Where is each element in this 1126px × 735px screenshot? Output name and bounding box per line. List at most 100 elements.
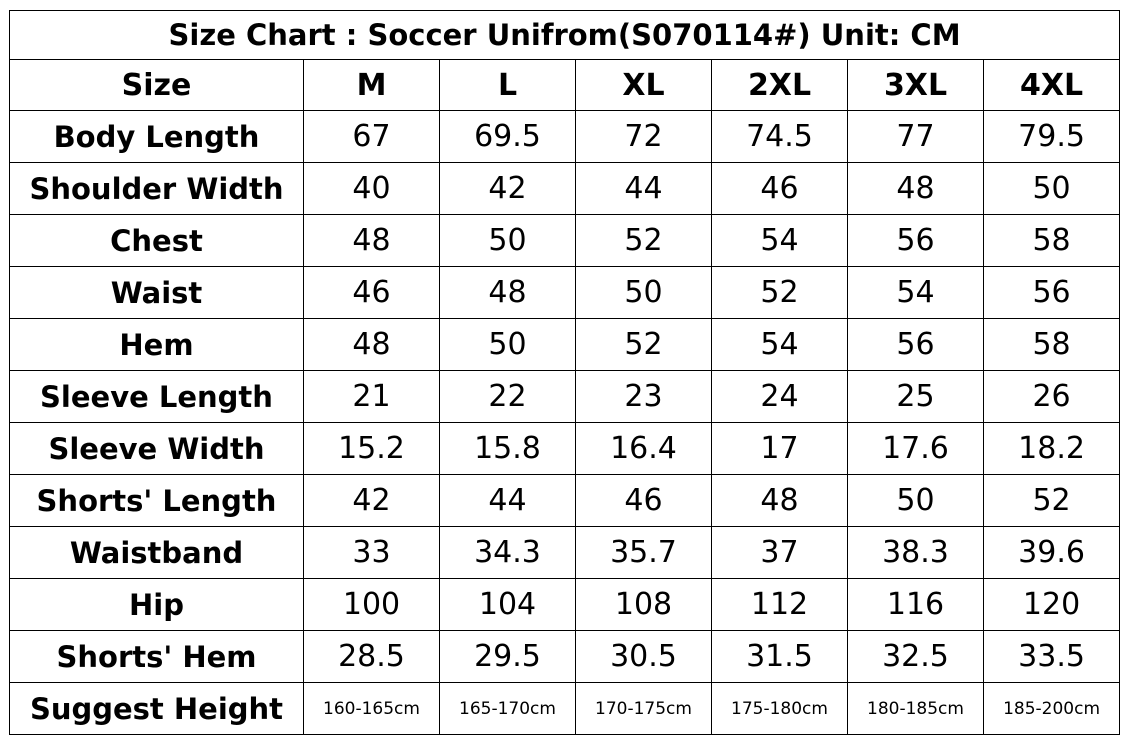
title-row: Size Chart : Soccer Unifrom(S070114#) Un…: [8, 10, 1121, 60]
table-cell: 74.5: [711, 110, 848, 163]
table-cell: 54: [711, 214, 848, 267]
size-header: 4XL: [982, 59, 1121, 111]
table-cell: 56: [982, 266, 1121, 319]
table-cell: 15.8: [439, 422, 576, 475]
table-cell: 58: [982, 214, 1121, 267]
table-cell: 17.6: [847, 422, 984, 475]
table-row: Suggest Height 160-165cm 165-170cm 170-175c…: [9, 682, 1121, 735]
table-cell: 46: [303, 266, 440, 319]
table-cell: 16.4: [575, 422, 712, 475]
chart-title: Size Chart : Soccer Unifrom(S070114#) Un…: [8, 10, 1121, 60]
table-cell: 77: [847, 110, 984, 163]
table-cell: 46: [711, 162, 848, 215]
table-row: Waist 46 48 50 52 54 56: [9, 266, 1121, 319]
size-header: L: [439, 59, 576, 111]
table-cell: 50: [439, 214, 576, 267]
table-cell: 24: [711, 370, 848, 423]
table-cell: 50: [847, 474, 984, 527]
table-cell: 67: [303, 110, 440, 163]
table-cell: 48: [711, 474, 848, 527]
table-cell: 50: [982, 162, 1121, 215]
table-cell: 31.5: [711, 630, 848, 683]
table-cell: 180-185cm: [847, 682, 984, 735]
table-body: Body Length 67 69.5 72 74.5 77 79.5 Shoulder Wi…: [9, 110, 1121, 735]
table-cell: 48: [847, 162, 984, 215]
table-cell: 175-180cm: [711, 682, 848, 735]
table-cell: 22: [439, 370, 576, 423]
size-header: 3XL: [847, 59, 984, 111]
table-cell: 104: [439, 578, 576, 631]
table-cell: 48: [439, 266, 576, 319]
table-row: Body Length 67 69.5 72 74.5 77 79.5: [9, 110, 1121, 163]
table-row: Shorts' Hem 28.5 29.5 30.5 31.5 32.5 33.5: [9, 630, 1121, 683]
table-row: Chest 48 50 52 54 56 58: [9, 214, 1121, 267]
row-label: Sleeve Length: [9, 370, 304, 423]
table-cell: 56: [847, 214, 984, 267]
table-cell: 48: [303, 214, 440, 267]
table-cell: 37: [711, 526, 848, 579]
table-cell: 100: [303, 578, 440, 631]
table-cell: 28.5: [303, 630, 440, 683]
table-cell: 52: [575, 318, 712, 371]
table-cell: 33: [303, 526, 440, 579]
row-label: Hip: [9, 578, 304, 631]
row-label: Body Length: [9, 110, 304, 163]
table-cell: 165-170cm: [439, 682, 576, 735]
table-cell: 50: [575, 266, 712, 319]
table-cell: 42: [439, 162, 576, 215]
table-cell: 44: [575, 162, 712, 215]
table-cell: 54: [847, 266, 984, 319]
table-cell: 29.5: [439, 630, 576, 683]
table-cell: 23: [575, 370, 712, 423]
table-cell: 26: [982, 370, 1121, 423]
table-cell: 112: [711, 578, 848, 631]
table-row: Hip 100 104 108 112 116 120: [9, 578, 1121, 631]
row-label: Suggest Height: [9, 682, 304, 735]
row-label: Hem: [9, 318, 304, 371]
row-label: Shorts' Hem: [9, 630, 304, 683]
table-cell: 56: [847, 318, 984, 371]
table-cell: 38.3: [847, 526, 984, 579]
row-label: Chest: [9, 214, 304, 267]
table-cell: 46: [575, 474, 712, 527]
header-label: Size: [9, 59, 304, 111]
table-cell: 15.2: [303, 422, 440, 475]
table-cell: 54: [711, 318, 848, 371]
table-cell: 39.6: [982, 526, 1121, 579]
table-cell: 72: [575, 110, 712, 163]
table-cell: 48: [303, 318, 440, 371]
table-cell: 52: [575, 214, 712, 267]
table-row: Hem 48 50 52 54 56 58: [9, 318, 1121, 371]
size-header: M: [303, 59, 440, 111]
table-cell: 21: [303, 370, 440, 423]
table-cell: 108: [575, 578, 712, 631]
table-cell: 18.2: [982, 422, 1121, 475]
size-header: XL: [575, 59, 712, 111]
row-label: Sleeve Width: [9, 422, 304, 475]
table-row: Sleeve Length 21 22 23 24 25 26: [9, 370, 1121, 423]
table-cell: 25: [847, 370, 984, 423]
table-cell: 17: [711, 422, 848, 475]
table-cell: 44: [439, 474, 576, 527]
size-chart-table: Size Chart : Soccer Unifrom(S070114#) Un…: [8, 10, 1121, 735]
table-cell: 160-165cm: [303, 682, 440, 735]
table-row: Shoulder Width 40 42 44 46 48 50: [9, 162, 1121, 215]
table-cell: 116: [847, 578, 984, 631]
size-header: 2XL: [711, 59, 848, 111]
header-row: Size M L XL 2XL 3XL 4XL: [9, 59, 1121, 111]
table-cell: 52: [711, 266, 848, 319]
row-label: Shoulder Width: [9, 162, 304, 215]
table-cell: 34.3: [439, 526, 576, 579]
row-label: Waistband: [9, 526, 304, 579]
row-label: Waist: [9, 266, 304, 319]
table-cell: 58: [982, 318, 1121, 371]
row-label: Shorts' Length: [9, 474, 304, 527]
table-cell: 79.5: [982, 110, 1121, 163]
table-row: Waistband 33 34.3 35.7 37 38.3 39.6: [9, 526, 1121, 579]
table-row: Sleeve Width 15.2 15.8 16.4 17 17.6 18.2: [9, 422, 1121, 475]
table-cell: 170-175cm: [575, 682, 712, 735]
table-cell: 30.5: [575, 630, 712, 683]
table-cell: 33.5: [982, 630, 1121, 683]
table-cell: 185-200cm: [982, 682, 1121, 735]
